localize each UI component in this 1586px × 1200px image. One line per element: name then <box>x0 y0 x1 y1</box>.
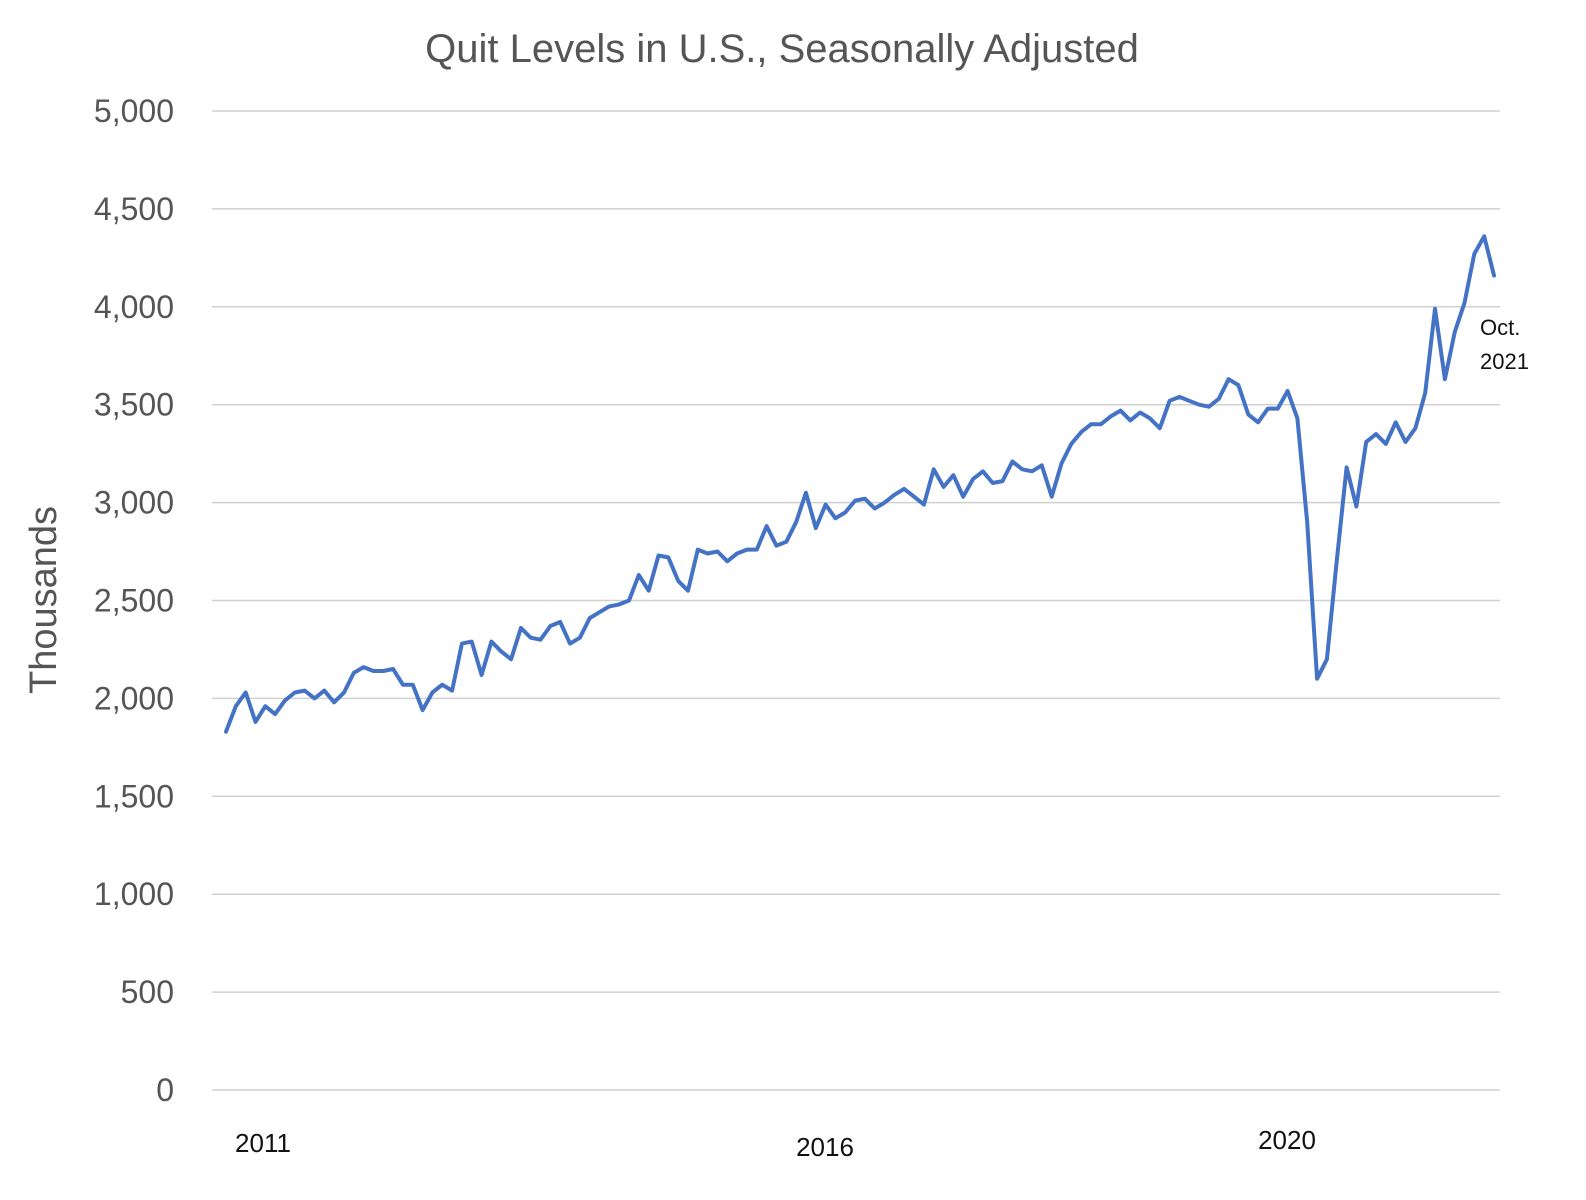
gridlines <box>212 110 1500 1091</box>
y-tick-label: 5,000 <box>94 93 174 129</box>
y-axis-label: Thousands <box>23 506 65 694</box>
x-tick-label: 2016 <box>796 1132 854 1162</box>
series-line <box>224 234 1496 734</box>
annotation: Oct. 2021 <box>1480 315 1529 374</box>
y-tick-label: 4,000 <box>94 289 174 325</box>
y-tick-label: 3,500 <box>94 387 174 423</box>
y-tick-label: 0 <box>156 1072 174 1108</box>
y-axis-ticks: 0 500 1,000 1,500 2,000 2,500 3,000 3,500 4,000 4… <box>94 93 174 1108</box>
x-tick-label: 2020 <box>1258 1125 1316 1155</box>
y-tick-label: 1,000 <box>94 876 174 912</box>
y-tick-label: 3,000 <box>94 485 174 521</box>
y-tick-label: 2,000 <box>94 680 174 716</box>
x-tick-label: 2011 <box>235 1128 291 1158</box>
y-tick-label: 500 <box>121 974 174 1010</box>
y-tick-label: 1,500 <box>94 778 174 814</box>
annotation-line-2: 2021 <box>1480 349 1529 374</box>
y-tick-label: 4,500 <box>94 191 174 227</box>
annotation-line-1: Oct. <box>1480 315 1520 340</box>
y-tick-label: 2,500 <box>94 583 174 619</box>
x-axis-ticks: 2011 2016 2020 <box>235 1125 1316 1162</box>
chart-title: Quit Levels in U.S., Seasonally Adjusted <box>425 27 1139 71</box>
